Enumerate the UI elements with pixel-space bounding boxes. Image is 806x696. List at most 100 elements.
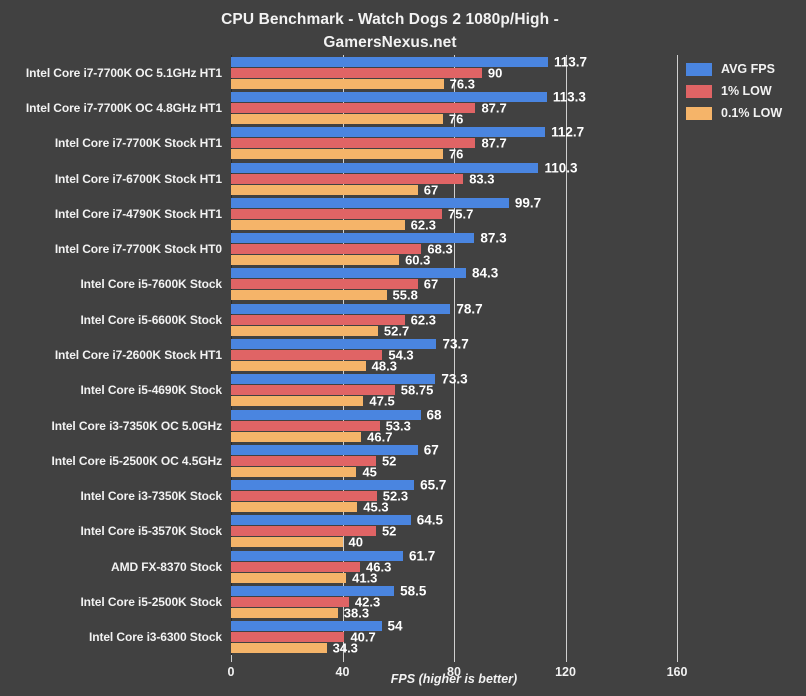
bar-avg[interactable] [231,550,403,561]
bar-avg[interactable] [231,162,539,173]
chart-legend: AVG FPS 1% LOW 0.1% LOW [686,58,804,124]
bar-avg[interactable] [231,444,418,455]
y-axis-category-label: AMD FX-8370 Stock [111,559,222,574]
bar-low01[interactable] [231,78,444,89]
bar-low1[interactable] [231,632,345,643]
y-axis-category-labels: Intel Core i7-7700K OC 5.1GHz HT1 Intel C… [0,55,225,655]
bar-low01[interactable] [231,608,338,619]
bar-value-label-avg: 99.7 [514,195,542,211]
bar-value-label-avg: 78.7 [456,301,483,317]
bar-value-label-avg: 61.7 [408,548,436,564]
bar-low1[interactable] [231,455,376,466]
bar-value-label-low01: 62.3 [410,217,436,233]
y-axis-category-label: Intel Core i7-7700K OC 4.8GHz HT1 [25,100,222,115]
bar-value-label-low01: 34.3 [332,640,358,656]
legend-color-swatch [686,106,712,120]
bar-low1[interactable] [231,314,405,325]
bar-value-label-low01: 76.3 [449,76,475,92]
bar-low1[interactable] [231,208,442,219]
bar-low1[interactable] [231,244,422,255]
bar-low01[interactable] [231,502,358,513]
bar-low1[interactable] [231,385,395,396]
x-axis-tick [454,655,455,662]
bar-low01[interactable] [231,325,378,336]
y-axis-category-label: Intel Core i3-6300 Stock [89,630,222,645]
bar-avg[interactable] [231,268,466,279]
legend-item[interactable]: 1% LOW [686,80,804,102]
legend-item[interactable]: 0.1% LOW [686,102,804,124]
bar-value-label-low01: 48.3 [371,358,397,374]
bar-avg[interactable] [231,339,437,349]
bar-low1[interactable] [231,279,418,290]
bar-low01[interactable] [231,466,357,477]
bar-low01[interactable] [231,431,362,442]
bar-avg[interactable] [231,127,546,138]
bar-avg[interactable] [231,480,415,491]
bar-value-label-low1: 53.3 [385,418,411,434]
bar-low01[interactable] [231,255,400,266]
y-axis-category-label: Intel Core i7-7700K Stock HT1 [54,136,222,151]
bar-value-label-low01: 46.7 [367,429,393,445]
bar-avg[interactable] [231,374,436,385]
bar-value-label-avg: 73.7 [442,336,469,352]
bar-low01[interactable] [231,643,327,654]
y-axis-category-label: Intel Core i7-7700K OC 5.1GHz HT1 [25,65,222,80]
legend-item-label: 1% LOW [721,84,772,98]
legend-color-swatch [686,62,712,76]
bar-value-label-low1: 42.3 [354,594,381,610]
x-axis-tick-label: 80 [447,665,461,679]
legend-item[interactable]: AVG FPS [686,58,804,80]
bar-low01[interactable] [231,113,443,124]
x-axis-tick [231,655,232,662]
y-axis-category-label: Intel Core i5-2500K OC 4.5GHz [51,453,223,468]
y-axis-category-label: Intel Core i5-6600K Stock [80,312,222,327]
bar-low01[interactable] [231,537,343,548]
bar-avg[interactable] [231,56,548,67]
bar-avg[interactable] [231,233,475,244]
bar-value-label-avg: 68 [426,407,442,423]
bar-avg[interactable] [231,409,421,420]
x-axis-tick [677,655,678,662]
bar-value-label-low01: 67 [423,182,439,198]
x-axis-tick [565,655,567,662]
bar-avg[interactable] [231,91,547,102]
x-axis-tick-label: 120 [555,665,576,679]
bar-low1[interactable] [231,491,377,502]
bar-value-label-low1: 68.3 [427,241,453,257]
bar-value-label-low1: 54.3 [388,347,414,363]
bar-avg[interactable] [231,515,411,526]
bar-low01[interactable] [231,219,405,230]
chart-title-line-1: CPU Benchmark - Watch Dogs 2 1080p/High … [221,11,559,28]
bar-avg[interactable] [231,197,509,208]
bar-low1[interactable] [231,67,482,78]
bar-value-label-low1: 40.7 [350,629,376,645]
bar-value-label-low01: 45 [362,464,377,480]
bar-avg[interactable] [231,303,451,314]
bar-value-label-avg: 84.3 [471,265,499,281]
bar-value-label-avg: 110.3 [544,160,578,176]
bar-low01[interactable] [231,149,443,160]
bar-low1[interactable] [231,526,376,537]
bar-low1[interactable] [231,350,383,360]
bar-avg[interactable] [231,586,395,597]
bar-low1[interactable] [231,561,361,572]
bar-value-label-low1: 87.7 [481,100,507,116]
bar-low01[interactable] [231,184,418,195]
bar-value-label-low1: 58.75 [400,382,434,398]
bar-low01[interactable] [231,572,347,583]
bar-low01[interactable] [231,290,387,301]
bar-low1[interactable] [231,597,349,608]
bar-value-label-low1: 83.3 [469,171,495,187]
bar-value-label-avg: 112.7 [551,124,585,140]
bar-low1[interactable] [231,420,380,431]
bar-low01[interactable] [231,361,366,371]
x-axis-title: FPS (higher is better) [390,672,518,686]
bar-low01[interactable] [231,396,364,407]
bar-value-label-low01: 76 [448,146,464,162]
bar-avg[interactable] [231,621,382,632]
bar-low1[interactable] [231,102,476,113]
bar-low1[interactable] [231,138,476,149]
x-axis-tick-label: 40 [335,665,350,679]
bar-low1[interactable] [231,173,464,184]
